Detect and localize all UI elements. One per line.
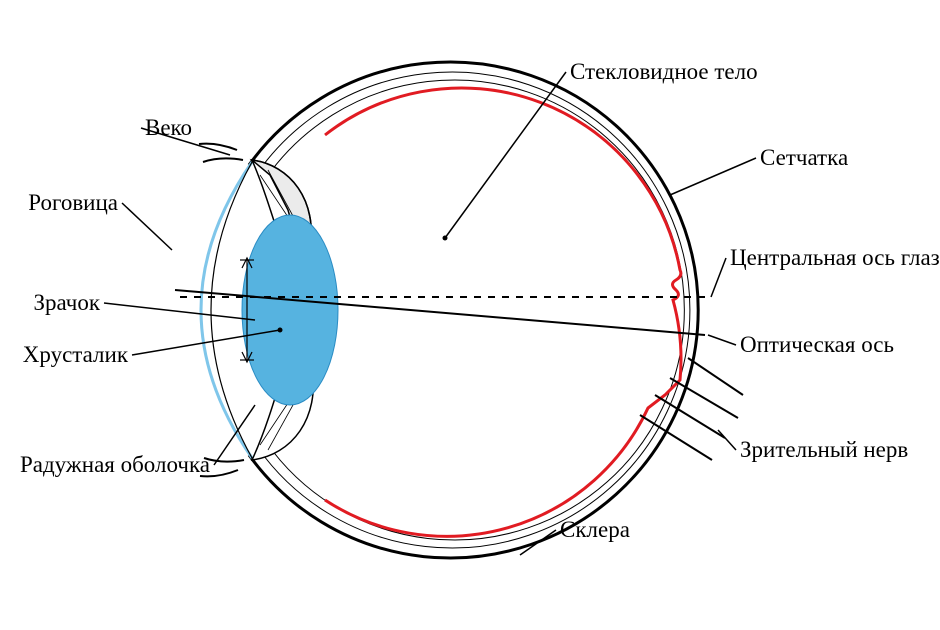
label-iris: Радужная оболочка bbox=[20, 452, 210, 477]
label-pupil: Зрачок bbox=[33, 290, 100, 315]
label-eyelid: Веко bbox=[145, 115, 192, 140]
retina bbox=[325, 88, 681, 536]
label-vitreous: Стекловидное тело bbox=[570, 59, 758, 84]
label-optic-axis: Оптическая ось bbox=[740, 332, 894, 357]
label-retina: Сетчатка bbox=[760, 145, 848, 170]
label-sclera: Склера bbox=[560, 517, 630, 542]
label-lens: Хрусталик bbox=[23, 342, 128, 367]
diagram-svg bbox=[0, 0, 940, 630]
label-optic-nerve: Зрительный нерв bbox=[740, 437, 908, 462]
label-central-axis: Центральная ось глаза bbox=[730, 245, 940, 270]
label-cornea: Роговица bbox=[28, 190, 118, 215]
eyelashes bbox=[199, 144, 244, 477]
lens bbox=[242, 215, 338, 405]
eye-anatomy-diagram: Стекловидное тело Веко Сетчатка Роговица… bbox=[0, 0, 940, 630]
